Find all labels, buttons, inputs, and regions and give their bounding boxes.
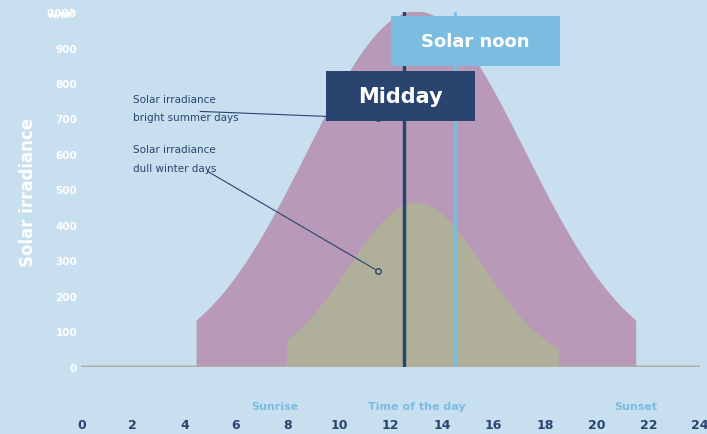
Text: 2: 2	[129, 418, 137, 431]
Polygon shape	[81, 13, 700, 367]
Text: 16: 16	[485, 418, 503, 431]
Text: Sunset: Sunset	[614, 401, 657, 411]
Text: Solar irradiance: Solar irradiance	[20, 118, 37, 266]
Text: Solar irradiance: Solar irradiance	[133, 95, 216, 105]
Text: 6: 6	[232, 418, 240, 431]
Text: Midday: Midday	[358, 87, 443, 106]
Text: 24: 24	[691, 418, 707, 431]
Text: 22: 22	[640, 418, 657, 431]
Text: Time of the day: Time of the day	[368, 401, 465, 411]
Text: 18: 18	[537, 418, 554, 431]
Text: 12: 12	[382, 418, 399, 431]
Text: 8: 8	[284, 418, 292, 431]
Text: 10: 10	[330, 418, 348, 431]
Polygon shape	[81, 204, 700, 367]
Text: dull winter days: dull winter days	[133, 164, 216, 174]
Text: 20: 20	[588, 418, 606, 431]
Text: 0: 0	[77, 418, 86, 431]
Text: Sunrise: Sunrise	[251, 401, 298, 411]
Text: W/m²: W/m²	[46, 10, 75, 20]
Text: bright summer days: bright summer days	[133, 113, 238, 123]
Text: 4: 4	[180, 418, 189, 431]
Text: Solar noon: Solar noon	[421, 33, 530, 51]
Text: Solar irradiance: Solar irradiance	[133, 145, 216, 155]
Text: 14: 14	[433, 418, 451, 431]
